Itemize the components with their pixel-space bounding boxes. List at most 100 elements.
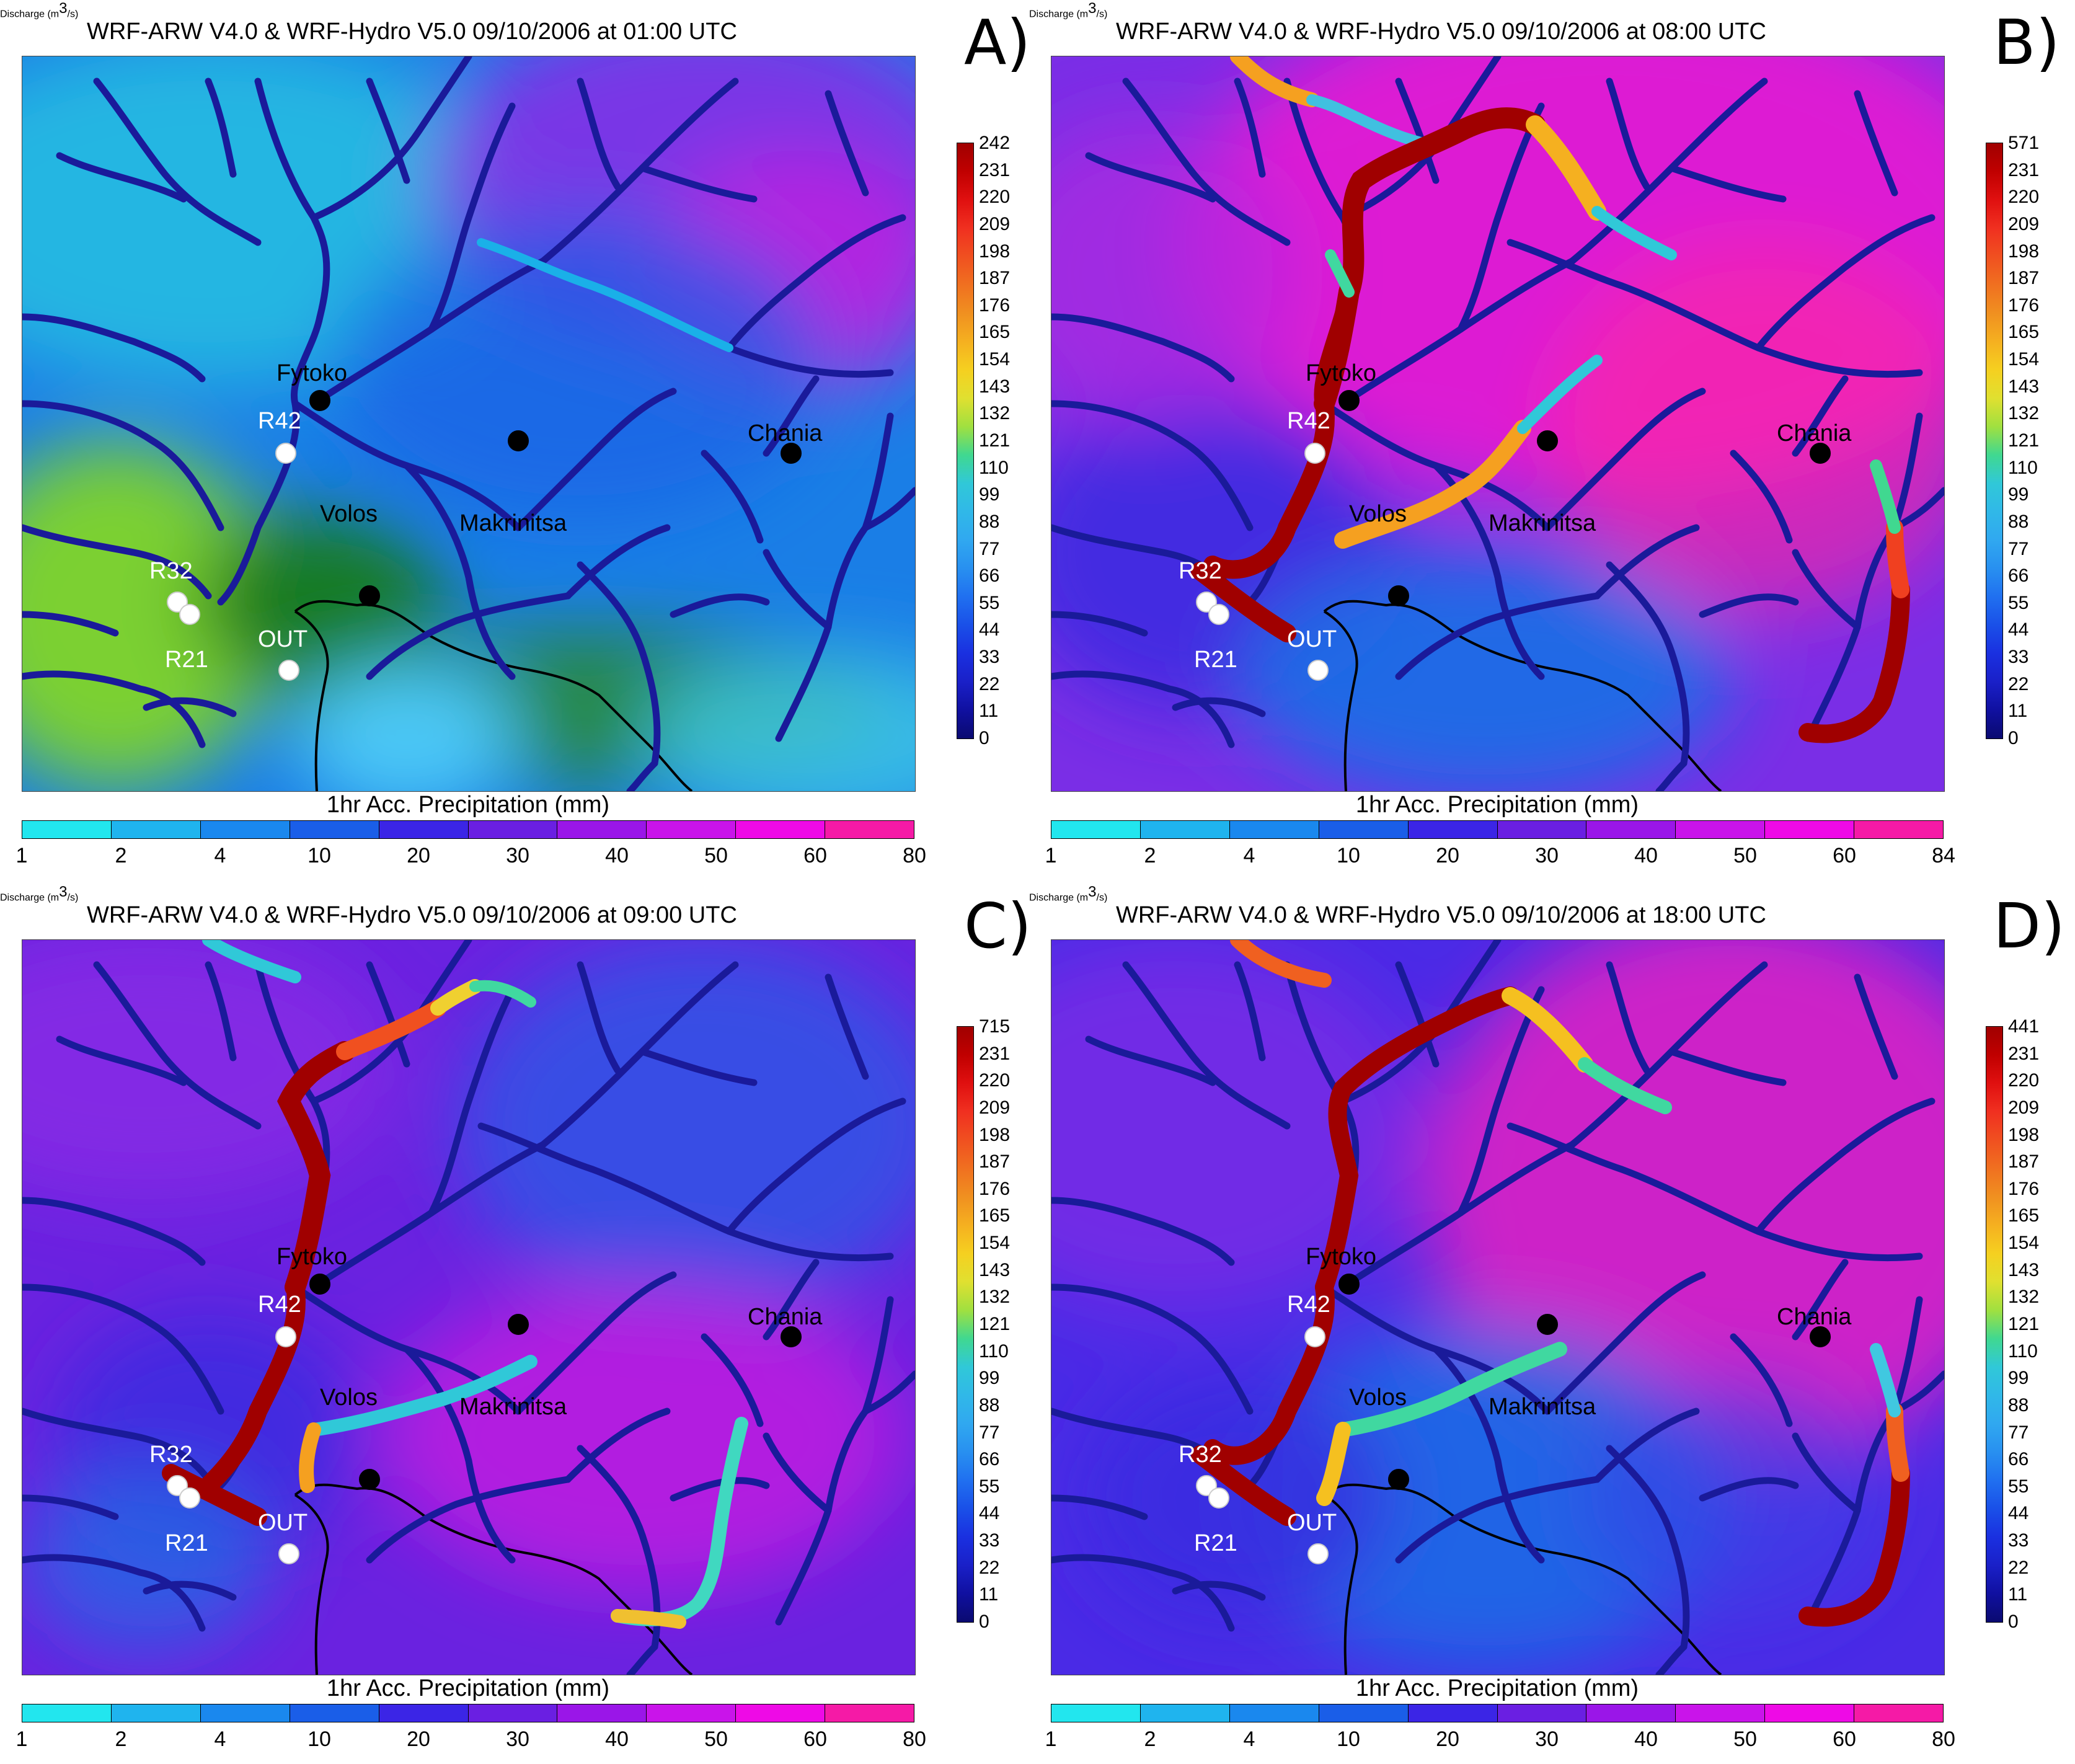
precip-colorbar-bin bbox=[468, 821, 558, 838]
precip-colorbar-bin bbox=[1140, 1704, 1230, 1722]
discharge-label-superscript: 3 bbox=[1088, 0, 1097, 17]
discharge-tick-label: 154 bbox=[2008, 1233, 2040, 1254]
discharge-colorbar: 715 231 220 209 198 187 176 165 154 143 132 121 110 9… bbox=[957, 1017, 1043, 1631]
discharge-label-text: Discharge (m bbox=[0, 892, 60, 903]
precip-colorbar-ramp bbox=[22, 820, 914, 839]
place-label: Chania bbox=[1777, 420, 1852, 446]
station-marker bbox=[1537, 430, 1558, 451]
river-channel bbox=[205, 961, 237, 1062]
discharge-label-superscript: 3 bbox=[59, 0, 68, 17]
place-label: R42 bbox=[258, 408, 301, 434]
river-channel bbox=[310, 56, 472, 221]
precip-colorbar-bin bbox=[1586, 821, 1676, 838]
station-marker bbox=[781, 443, 802, 464]
place-label: Makrinitsa bbox=[459, 1394, 567, 1420]
station-marker bbox=[275, 443, 296, 464]
place-label: Chania bbox=[1777, 1304, 1852, 1330]
river-channel bbox=[1699, 1477, 1799, 1502]
precip-tick-label: 20 bbox=[407, 1727, 430, 1751]
discharge-tick-label: 220 bbox=[2008, 187, 2040, 208]
precip-colorbar-bin bbox=[379, 1704, 469, 1722]
river-channel bbox=[1668, 1048, 1787, 1086]
river-channel bbox=[825, 90, 869, 197]
precip-tick-label: 4 bbox=[1243, 1727, 1255, 1751]
discharge-label-text: Discharge (m bbox=[0, 9, 60, 20]
place-label: Volos bbox=[1349, 1385, 1407, 1411]
place-label: R32 bbox=[149, 558, 193, 584]
discharge-tick-label: 33 bbox=[979, 1530, 1000, 1551]
discharge-tick-label: 55 bbox=[2008, 592, 2029, 613]
river-channel bbox=[1051, 400, 1254, 531]
river-channel bbox=[670, 593, 770, 618]
river-channel bbox=[639, 164, 758, 203]
place-label: Makrinitsa bbox=[1489, 1394, 1596, 1420]
river-channel bbox=[143, 1580, 237, 1601]
station-marker bbox=[1537, 1314, 1558, 1335]
precip-colorbar-bin bbox=[111, 1704, 201, 1722]
coastline bbox=[1323, 610, 1358, 791]
river-channel bbox=[626, 760, 658, 791]
precip-tick-label: 2 bbox=[115, 844, 127, 867]
precip-tick-label: 40 bbox=[605, 1727, 629, 1751]
discharge-tick-label: 66 bbox=[2008, 1449, 2029, 1470]
station-marker bbox=[359, 1469, 380, 1490]
station-marker bbox=[1810, 1326, 1831, 1347]
precip-colorbar-bin bbox=[1051, 1704, 1141, 1722]
place-label: Makrinitsa bbox=[1489, 510, 1596, 536]
precip-colorbar-bin bbox=[1497, 1704, 1587, 1722]
river-channel bbox=[56, 1035, 187, 1086]
map-canvas: Fytoko R42 R32 R21 OUT Chania Volos Makrinitsa bbox=[1051, 56, 1944, 791]
precipitation-map: Fytoko R42 R32 R21 OUT Chania Volos Makrinitsa bbox=[1051, 939, 1945, 1675]
precip-colorbar-bin bbox=[290, 1704, 379, 1722]
discharge-tick-label: 220 bbox=[979, 1070, 1011, 1091]
precip-colorbar-title: 1hr Acc. Precipitation (mm) bbox=[1355, 1675, 1639, 1701]
coastline bbox=[294, 1494, 329, 1675]
place-label: OUT bbox=[1287, 1510, 1337, 1536]
precip-colorbar-bin bbox=[1408, 1704, 1498, 1722]
precip-tick-label: 20 bbox=[1436, 1727, 1459, 1751]
discharge-tick-label: 715 bbox=[979, 1016, 1011, 1037]
discharge-tick-label: 0 bbox=[2008, 728, 2019, 748]
river-channel bbox=[515, 388, 677, 531]
discharge-tick-label: 44 bbox=[2008, 619, 2029, 640]
discharge-axis-label: Discharge (m3/s) bbox=[0, 884, 1046, 903]
discharge-tick-label: 209 bbox=[2008, 1097, 2040, 1118]
discharge-tick-label: 99 bbox=[979, 1368, 1000, 1389]
discharge-tick-label: 99 bbox=[979, 484, 1000, 505]
station-marker bbox=[309, 1274, 330, 1295]
discharge-tick-label: 22 bbox=[979, 1557, 1000, 1578]
precip-colorbar: 1 2 4 10 20 30 40 50 60 80 bbox=[1045, 1704, 1955, 1753]
map-canvas: Fytoko R42 R32 R21 OUT Chania Volos Makrinitsa bbox=[1051, 940, 1944, 1675]
river-discharge-segment bbox=[1191, 1445, 1296, 1526]
river-discharge-segment bbox=[1886, 1403, 1909, 1482]
precip-tick-label: 80 bbox=[903, 844, 926, 867]
discharge-tick-label: 0 bbox=[979, 1611, 989, 1632]
precipitation-map: Fytoko R42 R32 R21 OUT Chania Volos Makrinitsa bbox=[1051, 56, 1945, 792]
river-channel bbox=[862, 412, 894, 531]
coastline bbox=[294, 600, 693, 791]
discharge-colorbar: 441 231 220 209 198 187 176 165 154 143 132 121 110 9… bbox=[1986, 1017, 2073, 1631]
precip-tick-label: 20 bbox=[407, 844, 430, 867]
precip-field-patch bbox=[1547, 242, 1944, 614]
place-label: R42 bbox=[258, 1292, 301, 1318]
precip-field-patch bbox=[295, 664, 518, 791]
discharge-tick-label: 77 bbox=[2008, 538, 2029, 559]
river-channel bbox=[1792, 1432, 1861, 1514]
discharge-colorbar-ramp bbox=[957, 1026, 974, 1623]
place-label: Chania bbox=[748, 420, 823, 446]
discharge-tick-label: 88 bbox=[2008, 1394, 2029, 1416]
discharge-tick-label: 198 bbox=[979, 241, 1011, 262]
river-channel bbox=[1593, 524, 1700, 600]
precip-field-patch bbox=[1237, 552, 1733, 791]
precip-colorbar-bin bbox=[1497, 821, 1587, 838]
discharge-tick-label: 220 bbox=[979, 187, 1011, 208]
precip-colorbar-bin bbox=[736, 1704, 826, 1722]
river-channel bbox=[22, 670, 206, 748]
discharge-tick-label: 143 bbox=[979, 376, 1011, 397]
precip-tick-label: 4 bbox=[214, 844, 226, 867]
discharge-label-text: /s) bbox=[1096, 892, 1108, 903]
discharge-tick-label: 187 bbox=[2008, 268, 2040, 289]
discharge-tick-label: 0 bbox=[979, 728, 989, 748]
discharge-tick-label: 11 bbox=[979, 1584, 999, 1605]
precip-tick-label: 60 bbox=[803, 1727, 827, 1751]
